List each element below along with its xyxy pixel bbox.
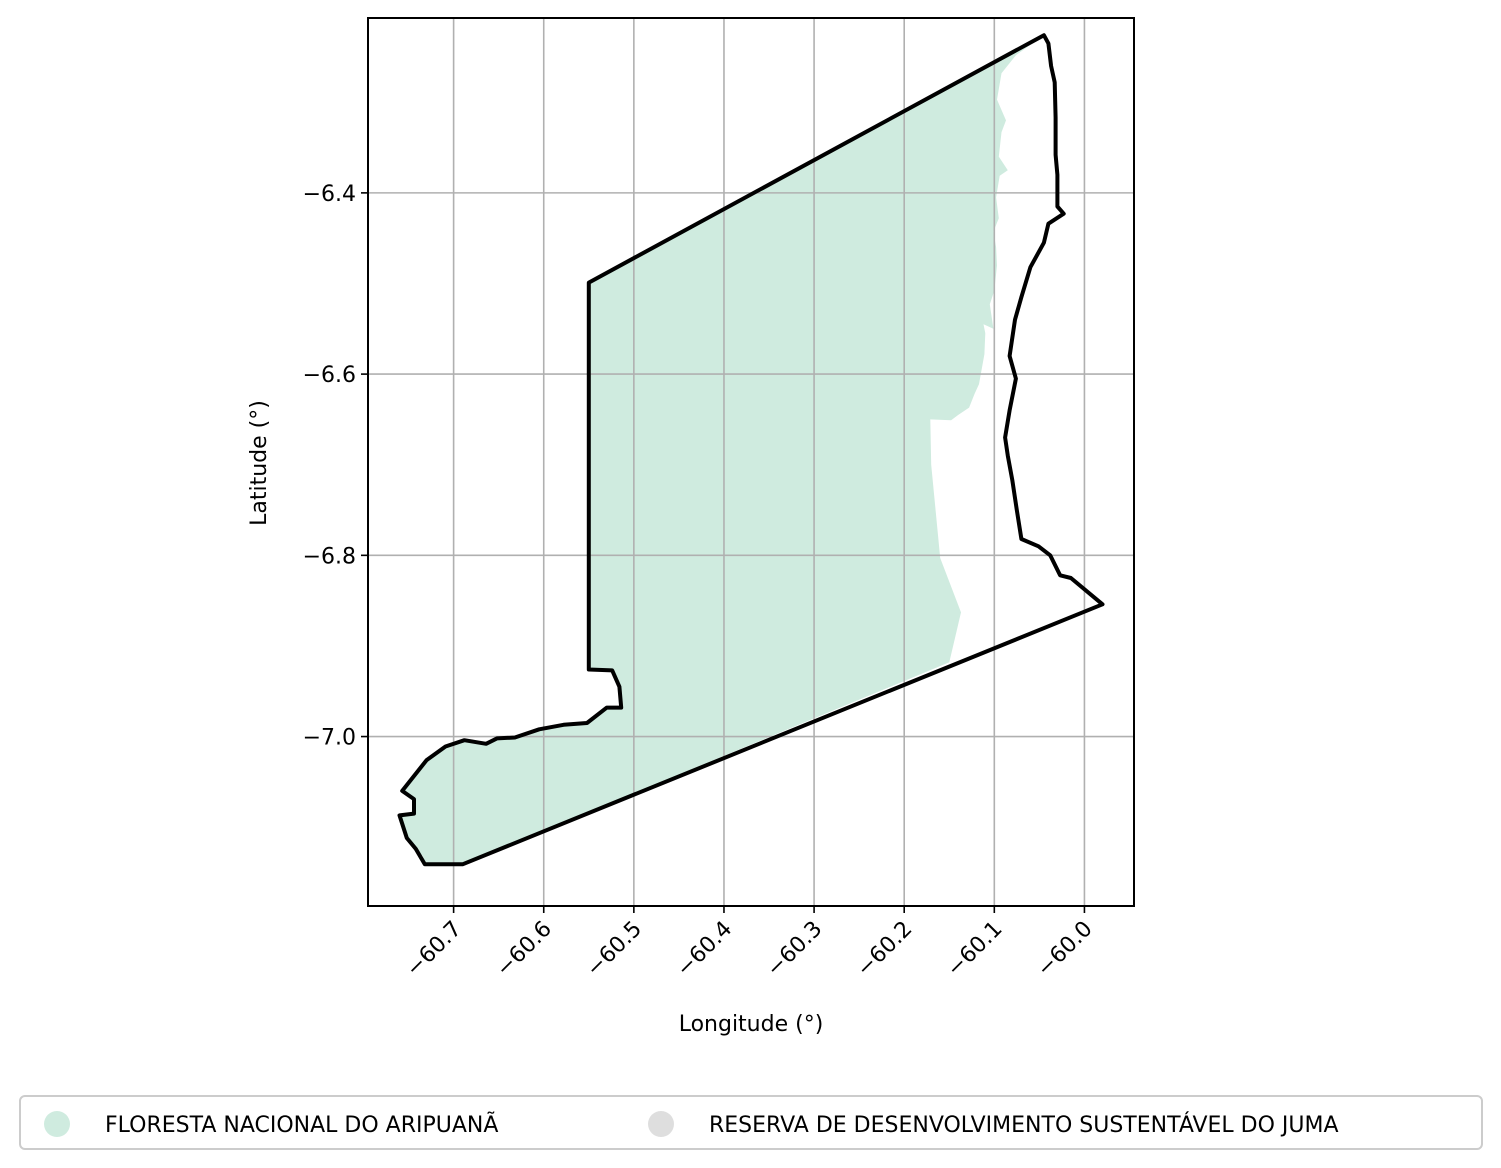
legend-marker-floresta (44, 1111, 70, 1137)
region-outline (397, 33, 1105, 867)
y-tick-label: −7.0 (303, 726, 356, 751)
legend-marker-reserva (648, 1111, 674, 1137)
y-tick-label: −6.4 (303, 182, 356, 207)
legend: FLORESTA NACIONAL DO ARIPUANÃ RESERVA DE… (19, 1095, 1483, 1150)
y-tick-label: −6.6 (303, 363, 356, 388)
y-tick-label: −6.8 (303, 544, 356, 569)
region-floresta-nacional (399, 35, 1044, 866)
legend-frame (19, 1095, 1483, 1150)
y-axis-label: Latitude (°) (247, 400, 272, 526)
plot-frame (367, 17, 1135, 907)
x-axis-label: Longitude (°) (679, 1012, 824, 1037)
legend-entry-floresta: FLORESTA NACIONAL DO ARIPUANÃ (105, 1111, 498, 1138)
legend-entry-reserva: RESERVA DE DESENVOLVIMENTO SUSTENTÁVEL D… (709, 1112, 1339, 1138)
